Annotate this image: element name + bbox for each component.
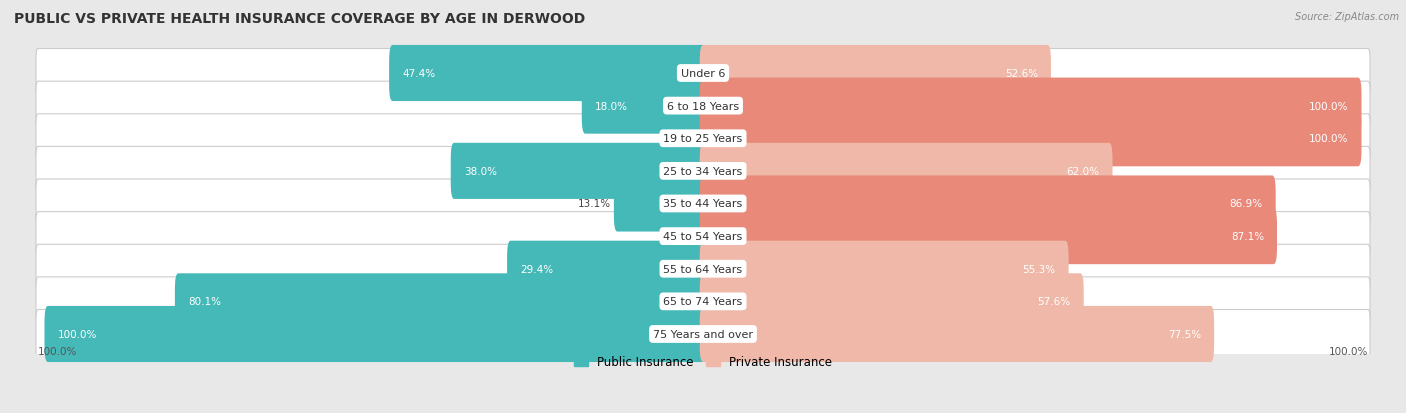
FancyBboxPatch shape [37,310,1369,358]
FancyBboxPatch shape [700,46,1050,102]
Text: 0.0%: 0.0% [666,232,693,242]
FancyBboxPatch shape [37,277,1369,326]
FancyBboxPatch shape [37,180,1369,228]
Text: 86.9%: 86.9% [1229,199,1263,209]
Text: 55 to 64 Years: 55 to 64 Years [664,264,742,274]
FancyBboxPatch shape [37,114,1369,163]
Text: 6 to 18 Years: 6 to 18 Years [666,101,740,112]
FancyBboxPatch shape [37,147,1369,196]
Text: 52.6%: 52.6% [1005,69,1038,79]
FancyBboxPatch shape [37,50,1369,98]
FancyBboxPatch shape [614,176,706,232]
FancyBboxPatch shape [174,274,706,330]
FancyBboxPatch shape [508,241,706,297]
Text: 25 to 34 Years: 25 to 34 Years [664,166,742,176]
Text: PUBLIC VS PRIVATE HEALTH INSURANCE COVERAGE BY AGE IN DERWOOD: PUBLIC VS PRIVATE HEALTH INSURANCE COVER… [14,12,585,26]
FancyBboxPatch shape [700,306,1215,362]
Text: 38.0%: 38.0% [464,166,496,176]
Text: 55.3%: 55.3% [1022,264,1056,274]
FancyBboxPatch shape [700,274,1084,330]
FancyBboxPatch shape [37,82,1369,131]
FancyBboxPatch shape [37,244,1369,294]
Legend: Public Insurance, Private Insurance: Public Insurance, Private Insurance [569,350,837,373]
FancyBboxPatch shape [700,176,1275,232]
Text: 18.0%: 18.0% [595,101,628,112]
FancyBboxPatch shape [700,143,1112,199]
FancyBboxPatch shape [700,78,1361,134]
Text: 65 to 74 Years: 65 to 74 Years [664,297,742,306]
Text: 62.0%: 62.0% [1066,166,1099,176]
Text: 47.4%: 47.4% [402,69,436,79]
FancyBboxPatch shape [45,306,706,362]
Text: 13.1%: 13.1% [578,199,610,209]
Text: 29.4%: 29.4% [520,264,554,274]
FancyBboxPatch shape [451,143,706,199]
Text: 100.0%: 100.0% [1329,346,1368,356]
Text: 100.0%: 100.0% [38,346,77,356]
FancyBboxPatch shape [389,46,706,102]
Text: 19 to 25 Years: 19 to 25 Years [664,134,742,144]
Text: 45 to 54 Years: 45 to 54 Years [664,232,742,242]
FancyBboxPatch shape [37,212,1369,261]
Text: Under 6: Under 6 [681,69,725,79]
Text: 57.6%: 57.6% [1038,297,1070,306]
FancyBboxPatch shape [582,78,706,134]
Text: 35 to 44 Years: 35 to 44 Years [664,199,742,209]
Text: 75 Years and over: 75 Years and over [652,329,754,339]
Text: 0.0%: 0.0% [666,134,693,144]
Text: 100.0%: 100.0% [58,329,97,339]
FancyBboxPatch shape [700,111,1361,167]
Text: 80.1%: 80.1% [188,297,221,306]
Text: 100.0%: 100.0% [1309,101,1348,112]
Text: 77.5%: 77.5% [1168,329,1201,339]
FancyBboxPatch shape [700,241,1069,297]
FancyBboxPatch shape [700,209,1277,265]
Text: 87.1%: 87.1% [1230,232,1264,242]
Text: Source: ZipAtlas.com: Source: ZipAtlas.com [1295,12,1399,22]
Text: 100.0%: 100.0% [1309,134,1348,144]
